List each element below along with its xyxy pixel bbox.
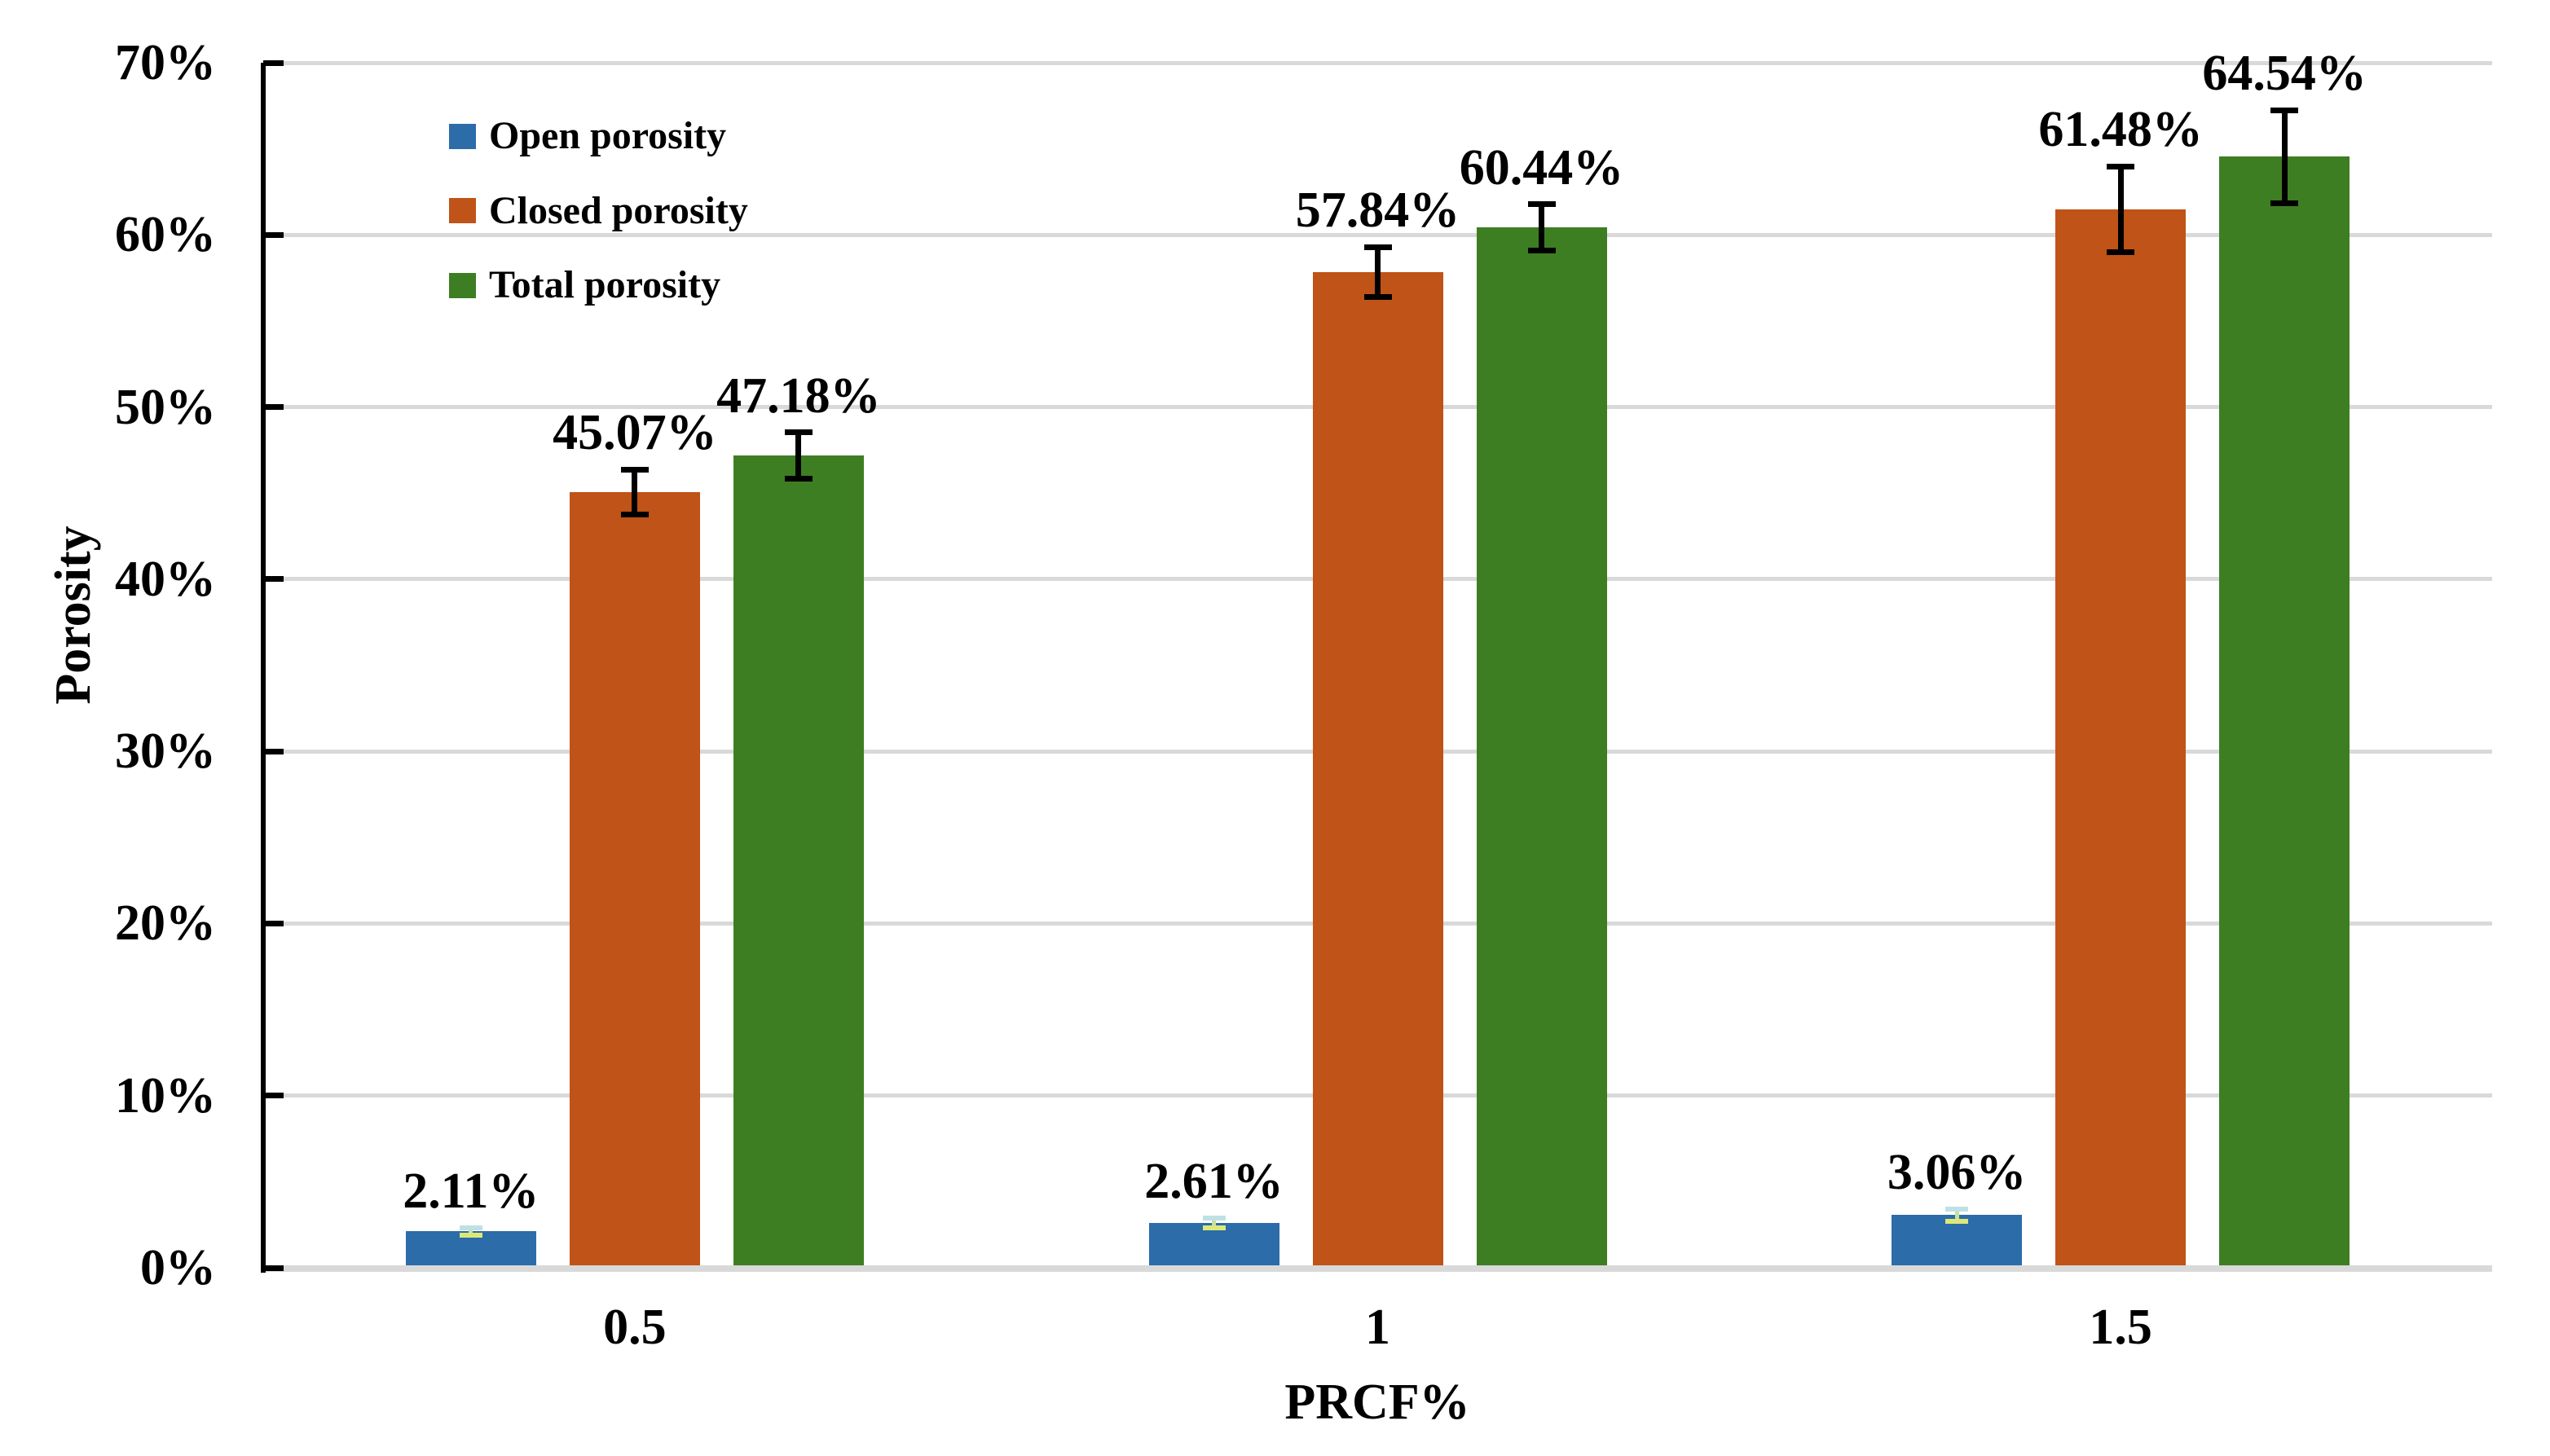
bar-total-porosity-1.5 <box>2219 156 2350 1265</box>
error-bar-top-cap <box>2107 163 2135 169</box>
data-label-closed-porosity-1: 57.84% <box>1295 183 1460 239</box>
data-label-open-porosity-1: 2.61% <box>1144 1153 1284 1209</box>
bar-closed-porosity-1.5 <box>2055 209 2187 1265</box>
x-tick-label-1: 1 <box>1365 1300 1390 1355</box>
y-tick-label-0: 0% <box>140 1240 216 1295</box>
y-tick-label-50: 50% <box>115 379 216 435</box>
legend-label: Total porosity <box>489 263 721 306</box>
y-axis-title: Porosity <box>46 526 101 705</box>
x-tick-label-1.5: 1.5 <box>2089 1300 2152 1355</box>
error-bar-bottom-cap <box>1202 1225 1226 1231</box>
data-label-open-porosity-1.5: 3.06% <box>1887 1144 2027 1200</box>
y-tick-mark-60 <box>263 231 284 238</box>
error-bar-stem <box>1539 204 1544 251</box>
y-tick-mark-50 <box>263 404 284 411</box>
legend-label: Open porosity <box>489 114 727 157</box>
data-label-closed-porosity-0.5: 45.07% <box>553 405 717 461</box>
y-tick-mark-70 <box>263 59 284 66</box>
legend-item-open-porosity: Open porosity <box>449 112 726 161</box>
error-bar-stem <box>2117 166 2124 253</box>
legend-swatch-icon <box>449 123 476 149</box>
data-label-total-porosity-1.5: 64.54% <box>2202 46 2367 102</box>
error-bar-top-cap <box>784 429 813 436</box>
error-bar-top-cap <box>1202 1215 1226 1221</box>
x-axis-title: PRCF% <box>1284 1375 1470 1430</box>
y-tick-label-20: 20% <box>115 895 216 952</box>
y-tick-label-40: 40% <box>115 551 216 607</box>
error-bar-stem <box>1954 1208 1959 1221</box>
legend-label: Closed porosity <box>489 188 748 232</box>
legend-item-total-porosity: Total porosity <box>449 261 720 310</box>
data-label-open-porosity-0.5: 2.11% <box>403 1163 540 1220</box>
y-tick-mark-20 <box>263 920 284 926</box>
error-bar-top-cap <box>459 1225 482 1231</box>
bar-total-porosity-1 <box>1476 227 1607 1265</box>
error-bar-stem <box>2281 110 2288 204</box>
y-tick-label-10: 10% <box>115 1067 216 1124</box>
error-bar-stem <box>795 432 802 479</box>
y-tick-mark-0 <box>263 1265 284 1271</box>
y-tick-mark-30 <box>263 748 284 754</box>
y-tick-label-30: 30% <box>115 724 216 780</box>
data-label-total-porosity-0.5: 47.18% <box>716 367 881 424</box>
error-bar-stem <box>1212 1217 1216 1229</box>
error-bar-bottom-cap <box>784 476 813 482</box>
error-bar-stem <box>469 1228 473 1235</box>
bar-total-porosity-0.5 <box>733 455 864 1265</box>
error-bar-top-cap <box>1945 1206 1969 1212</box>
error-bar-stem <box>632 469 638 515</box>
legend-swatch-icon <box>449 198 476 223</box>
y-axis-line <box>261 63 266 1273</box>
data-label-closed-porosity-1.5: 61.48% <box>2038 102 2203 158</box>
error-bar-top-cap <box>1527 201 1556 207</box>
error-bar-bottom-cap <box>2270 200 2299 206</box>
error-bar-bottom-cap <box>1945 1218 1969 1224</box>
y-tick-label-70: 70% <box>115 35 216 91</box>
error-bar-stem <box>1375 247 1381 297</box>
error-bar-bottom-cap <box>459 1232 482 1238</box>
error-bar-top-cap <box>620 466 649 473</box>
data-label-total-porosity-1: 60.44% <box>1459 139 1624 196</box>
legend-item-closed-porosity: Closed porosity <box>449 187 748 235</box>
x-tick-label-0.5: 0.5 <box>603 1300 667 1355</box>
y-tick-mark-40 <box>263 576 284 583</box>
legend-swatch-icon <box>449 272 476 298</box>
gridline-70 <box>263 60 2492 65</box>
error-bar-bottom-cap <box>1363 294 1392 301</box>
error-bar-bottom-cap <box>2107 249 2135 256</box>
gridline-60 <box>263 232 2492 237</box>
error-bar-top-cap <box>2270 107 2299 113</box>
y-tick-label-60: 60% <box>115 207 216 263</box>
error-bar-top-cap <box>1363 244 1392 250</box>
error-bar-bottom-cap <box>620 511 649 517</box>
y-tick-mark-10 <box>263 1093 284 1099</box>
x-axis-baseline <box>263 1265 2492 1272</box>
error-bar-bottom-cap <box>1527 248 1556 254</box>
bar-closed-porosity-1 <box>1312 271 1443 1265</box>
bar-closed-porosity-0.5 <box>569 491 700 1265</box>
